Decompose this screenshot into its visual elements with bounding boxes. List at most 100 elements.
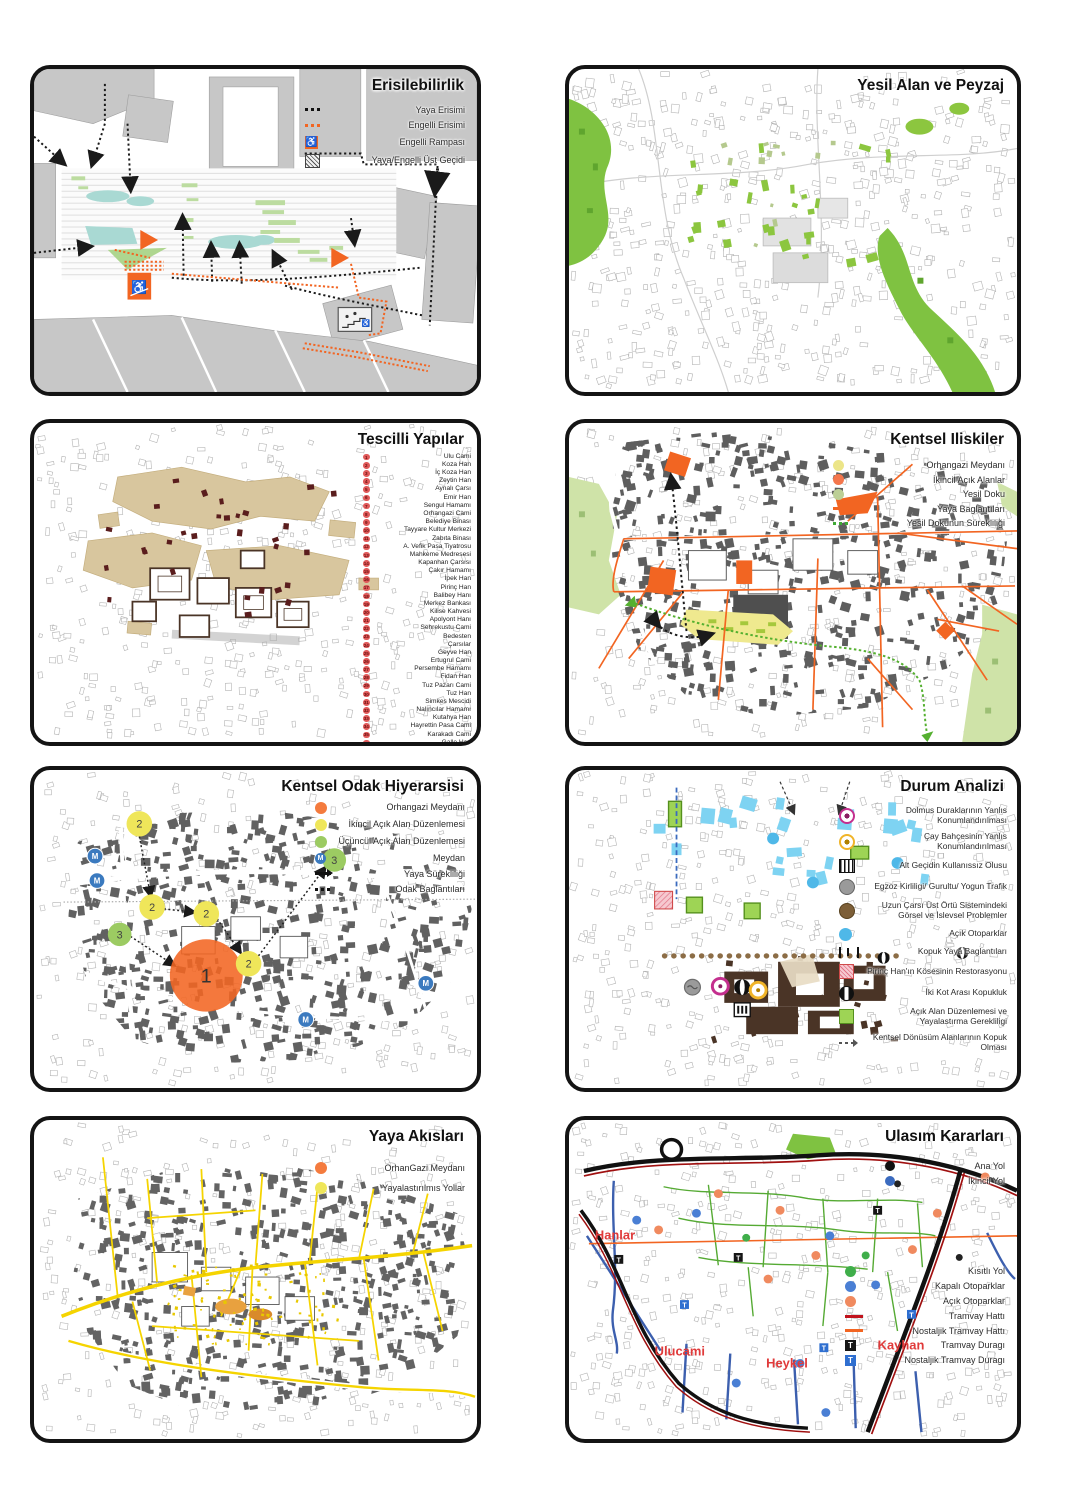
legend-label: Üçüncül Açık Alan Düzenlemesi (338, 836, 465, 847)
registered-building-row: 11 Zabıta Binası (363, 535, 471, 543)
building-number: 28 (363, 674, 370, 682)
registered-building-row: 28 Fidan Han (363, 674, 471, 682)
panel-yesil-alan: Yesil Alan ve Peyzaj (565, 65, 1021, 396)
panel-title: Yesil Alan ve Peyzaj (857, 77, 1004, 94)
legend-label: Ana Yol (974, 1160, 1005, 1171)
legend-item: Açık Otoparklar (845, 1296, 1005, 1307)
svg-text:♿: ♿ (361, 318, 370, 327)
legend-swatch-icon (315, 818, 327, 831)
legend-swatch-icon (839, 834, 855, 851)
building-name: Karakadı Cami (427, 730, 471, 738)
registered-building-row: 6 Emir Han (363, 494, 471, 502)
building-number: 5 (363, 486, 370, 494)
legend-item: Engelli Erisimi (305, 120, 465, 131)
building-number: 17 (363, 584, 370, 592)
legend-label: Meydan (432, 852, 465, 863)
registered-building-row: 5 Aynalı Çarsı (363, 486, 471, 494)
legend-swatch-icon: M (315, 852, 326, 864)
legend-item: OrhanGazi Meydanı (315, 1162, 465, 1174)
legend-swatch-icon (305, 153, 320, 168)
legend-swatch-icon (839, 1009, 854, 1025)
legend-item: T Nostaljik Tramvay Duragı (845, 1355, 1005, 1367)
svg-text:3: 3 (331, 855, 337, 867)
panel-title: Erisilebilirlik (371, 77, 464, 94)
open-parking-dots (654, 1172, 990, 1284)
registered-buildings-list: 1 Ulu Cami 2 Koza Han 3 İç Koza Han 4 Ze… (363, 453, 471, 742)
secondary-road-network (585, 1180, 1016, 1433)
legend-label: Uzun Çarsı Üst Örtü Sistemindeki Görsel … (881, 900, 1007, 921)
legend-swatch-icon (833, 521, 851, 525)
building-number: 15 (363, 568, 370, 575)
registered-building-row: 4 Zeytin Han (363, 478, 471, 486)
building-number: 10 (363, 527, 370, 534)
legend-label: Kapalı Otoparklar (934, 1281, 1005, 1292)
building-number: 6 (363, 494, 370, 502)
panel-yaya-akislari: Yaya Akısları OrhanGazi Meydanı Yayalast… (30, 1116, 481, 1443)
registered-building-row: 29 Tuz Pazarı Cami (363, 682, 471, 690)
svg-text:2: 2 (203, 909, 209, 921)
district-labels: Hanlar Ulucami Heykel Kayhan (595, 1228, 925, 1370)
building-number: 23 (363, 633, 370, 641)
registered-building-row: 26 Ertugrul Cami (363, 657, 471, 665)
legend-swatch-icon (839, 964, 854, 980)
building-number: 4 (363, 478, 370, 485)
building-number: 18 (363, 592, 370, 600)
legend-label: Yesil Dokunun Sürekliliği (906, 517, 1005, 528)
registered-building-row: 3 İç Koza Han (363, 469, 471, 477)
legend-label: Alt Geçidin Kullanıssız Olusu (899, 859, 1007, 870)
building-name: Kutahya Han (432, 714, 471, 722)
legend-swatch-icon (833, 474, 844, 486)
legend-label: Nostaljik Tramvay Hattı (912, 1325, 1005, 1336)
panel-title: Yaya Akısları (368, 1128, 464, 1145)
legend-erisilebilirlik: Yaya Erisimi Engelli Erisimi ♿ Engelli R… (305, 102, 465, 170)
legend-label: Açık Alan Düzenlemesi ve Yayalastırma Ge… (910, 1006, 1007, 1026)
panel-kentsel-iliskiler: Kentsel Iliskiler Orhangazi Meydanı İkin… (565, 419, 1021, 746)
building-number: 34 (363, 723, 370, 731)
building-number: 20 (363, 609, 370, 616)
legend-item: ♿ Engelli Rampası (305, 135, 465, 149)
legend-label: OrhanGazi Meydanı (384, 1162, 465, 1173)
registered-building-row: 15 Çakır Hamamı (363, 567, 471, 575)
legend-item: Yaya Sürekliliği (315, 869, 465, 880)
legend-swatch-icon (315, 1162, 327, 1174)
building-number: 2 (363, 461, 370, 469)
legend-item: İkincil Açık Alanlar (833, 474, 1005, 486)
svg-text:3: 3 (117, 929, 123, 941)
building-name: Emir Han (443, 493, 471, 501)
building-number: 32 (363, 707, 370, 714)
building-number: 29 (363, 682, 370, 690)
legend-swatch-icon (839, 946, 859, 958)
building-name: Ertugrul Cami (430, 657, 471, 665)
registered-building-row: 12 A. Vefik Pasa Tiyatrosu (363, 543, 471, 551)
restricted-road-network (663, 1184, 936, 1332)
panel-title: Durum Analizi (900, 778, 1004, 795)
legend-swatch-icon (315, 869, 333, 878)
kentsel-iliskiler-map (569, 426, 1017, 742)
legend-item: Açık Alan Düzenlemesi ve Yayalastırma Ge… (839, 1006, 1007, 1027)
building-number: 9 (363, 519, 370, 526)
building-number: 27 (363, 666, 370, 673)
building-name: Tayyare Kultur Merkezi (403, 526, 471, 534)
building-number: 13 (363, 551, 370, 559)
legend-item: İkincil Açık Alan Düzenlemesi (315, 818, 465, 831)
yesil-alan-map (569, 69, 1017, 392)
legend-item: Kapalı Otoparklar (845, 1281, 1005, 1292)
building-number: 1 (363, 453, 370, 461)
legend-item: Yesil Doku (833, 488, 1005, 500)
legend-item: T Tramvay Duragı (845, 1340, 1005, 1352)
legend-item: Tramvay Hattı (845, 1311, 1005, 1322)
building-name: Balibey Hanı (433, 591, 471, 599)
building-name: Geyve Han (438, 648, 471, 656)
registered-building-row: 24 Çarsılar (363, 641, 471, 649)
svg-text:2: 2 (136, 819, 142, 831)
panel-title: Tescilli Yapılar (357, 431, 464, 448)
svg-text:M: M (94, 877, 101, 886)
svg-text:2: 2 (149, 902, 155, 914)
overpass-sign: ♿ (337, 306, 373, 332)
legend-swatch-icon (839, 1039, 858, 1048)
legend-label: Kısıtlı Yol (967, 1266, 1005, 1277)
legend-swatch-icon: T (845, 1355, 856, 1367)
panel-odak-hiyerarsisi: 1 2 2 2 2 3 3 M M M M (30, 766, 481, 1092)
registered-building-row: 16 İpek Han (363, 576, 471, 584)
